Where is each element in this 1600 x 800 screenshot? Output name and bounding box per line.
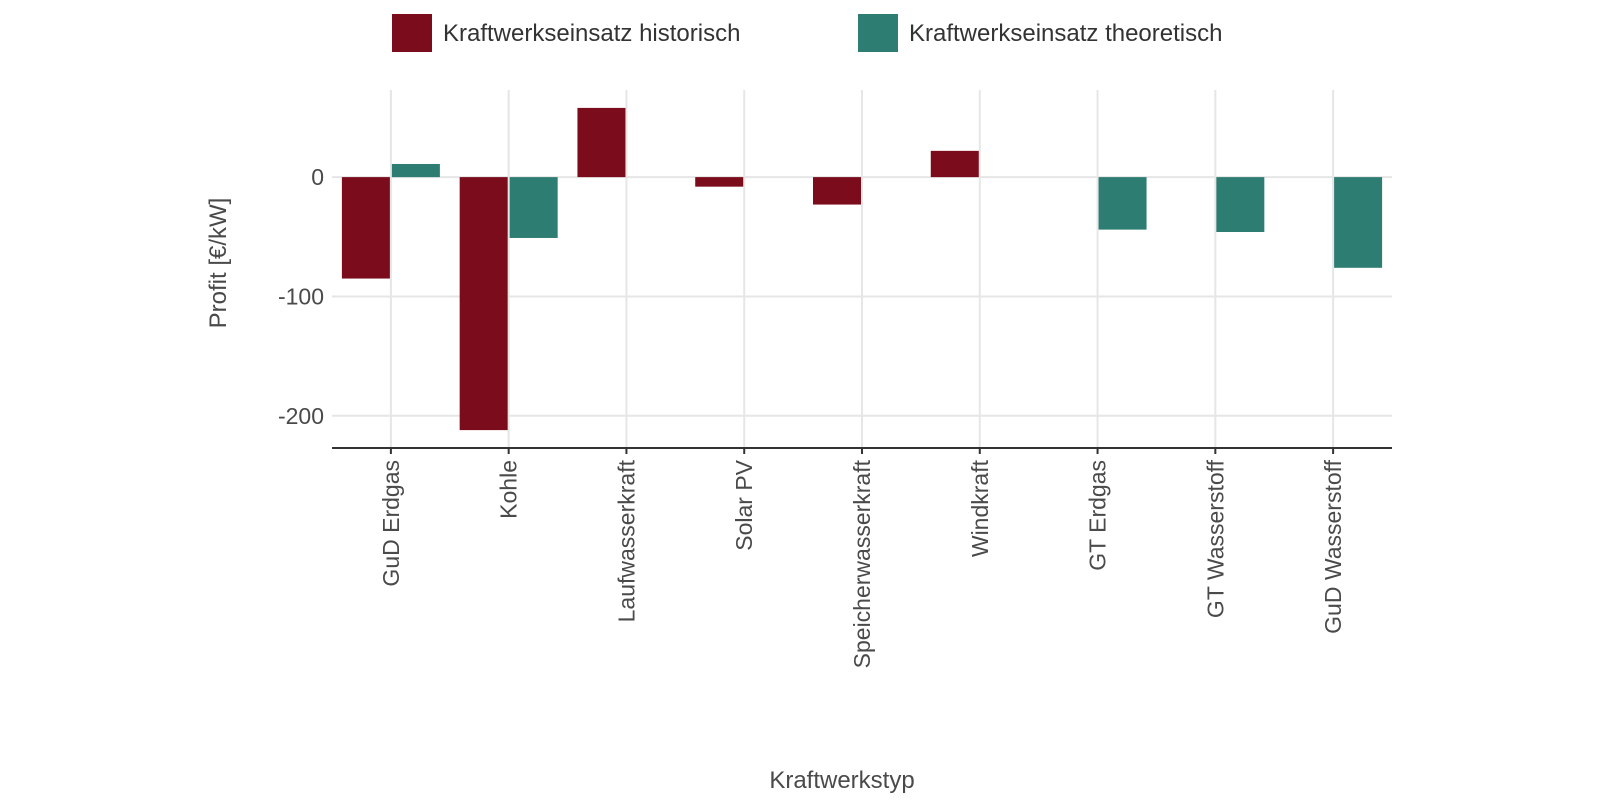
legend-label-theoretisch: Kraftwerkseinsatz theoretisch	[909, 20, 1222, 47]
bar-historisch-5	[930, 150, 979, 178]
x-tick-label: GT Erdgas	[1085, 460, 1111, 571]
bar-theoretisch-8	[1334, 177, 1383, 268]
bar-historisch-4	[813, 177, 861, 205]
axis-layer: 0 -100 -200 GuD Erdgas Kohle Laufwasserkraft S…	[278, 164, 1392, 668]
bar-theoretisch-7	[1216, 177, 1265, 233]
bar-theoretisch-0	[391, 163, 440, 178]
grid-layer	[332, 90, 1392, 448]
legend-swatch-historisch	[392, 14, 432, 52]
legend-swatch-theoretisch	[858, 14, 898, 52]
legend: Kraftwerkseinsatz historisch Kraftwerksei…	[392, 14, 1222, 52]
y-tick-label: -100	[278, 283, 324, 309]
bar-theoretisch-1	[509, 177, 558, 238]
x-tick-label: GuD Wasserstoff	[1320, 459, 1346, 633]
x-tick-label: Speicherwasserkraft	[849, 459, 875, 668]
bar-theoretisch-6	[1098, 177, 1147, 230]
bar-historisch-0	[341, 177, 390, 279]
bar-historisch-3	[695, 177, 744, 187]
x-tick-label: Kohle	[496, 460, 522, 519]
x-axis-title: Kraftwerkstyp	[769, 767, 914, 794]
x-tick-label: Windkraft	[967, 459, 993, 557]
y-tick-label: -200	[278, 403, 324, 429]
legend-label-historisch: Kraftwerkseinsatz historisch	[443, 20, 740, 47]
bars-layer	[341, 107, 1383, 431]
y-tick-label: 0	[311, 164, 324, 190]
x-tick-label: GT Wasserstoff	[1202, 459, 1228, 618]
bar-historisch-2	[577, 107, 626, 178]
x-tick-label: Solar PV	[731, 459, 757, 550]
x-tick-label: GuD Erdgas	[378, 460, 404, 587]
x-tick-label: Laufwasserkraft	[613, 459, 639, 622]
bar-historisch-1	[459, 177, 508, 431]
y-axis-title: Profit [€/kW]	[205, 198, 232, 329]
